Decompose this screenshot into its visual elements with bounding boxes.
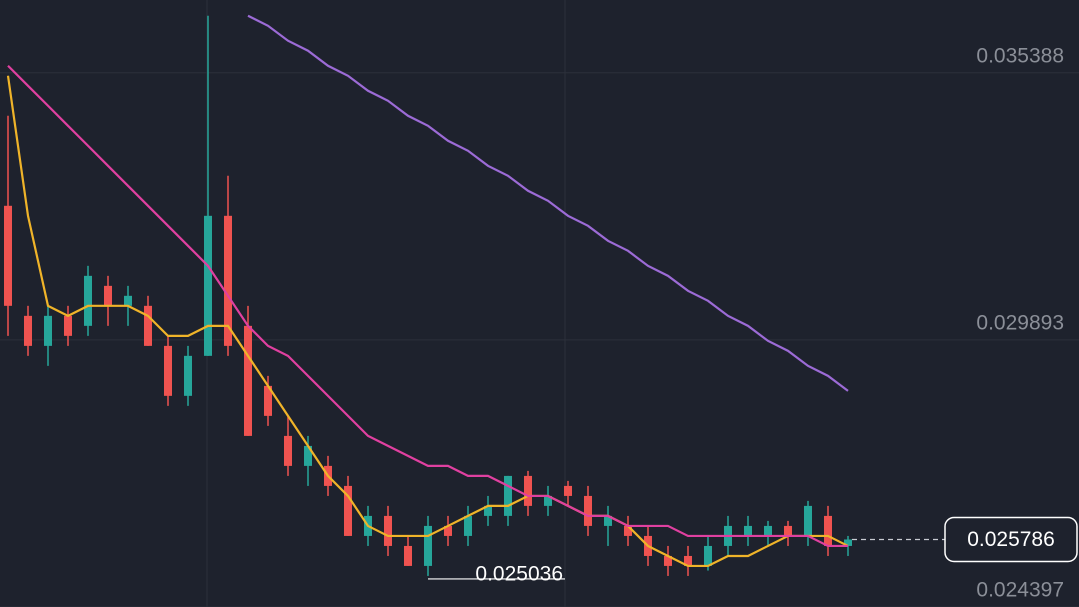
candle-body xyxy=(404,545,412,566)
candle-body xyxy=(804,505,812,536)
candle-body xyxy=(504,475,512,516)
moving-average-line xyxy=(7,64,848,548)
candle-body xyxy=(744,525,752,536)
candle-body xyxy=(844,539,852,546)
candle-body xyxy=(664,555,672,566)
candle-body xyxy=(124,295,132,306)
candle-body xyxy=(604,515,612,526)
candle-body xyxy=(304,445,312,466)
y-tick-label: 0.035388 xyxy=(976,44,1064,67)
moving-average-line xyxy=(6,75,849,568)
candle-body xyxy=(284,435,292,466)
candle-body xyxy=(524,475,532,506)
low-price-label: 0.025036 xyxy=(475,562,563,585)
current-price-label: 0.025786 xyxy=(967,528,1055,551)
candle-body xyxy=(384,515,392,546)
candle-body xyxy=(564,485,572,496)
candle-body xyxy=(824,515,832,546)
candle-body xyxy=(484,505,492,516)
candle-body xyxy=(624,525,632,536)
moving-average-line xyxy=(247,14,849,392)
candle-body xyxy=(204,215,212,356)
candle-body xyxy=(584,495,592,526)
candle-body xyxy=(684,555,692,566)
candle-body xyxy=(164,345,172,396)
candle-body xyxy=(84,275,92,326)
candle-body xyxy=(144,305,152,346)
candle-body xyxy=(424,525,432,566)
candle-body xyxy=(4,205,12,306)
y-tick-label: 0.029893 xyxy=(976,311,1064,334)
candle-body xyxy=(464,515,472,536)
candle-body xyxy=(764,525,772,536)
candle-body xyxy=(544,495,552,506)
candle-body xyxy=(264,385,272,416)
candle-body xyxy=(64,315,72,336)
candle-body xyxy=(444,525,452,536)
candle-body xyxy=(24,315,32,346)
candle-body xyxy=(224,215,232,346)
candle-body xyxy=(104,285,112,306)
y-tick-label: 0.024397 xyxy=(976,579,1064,602)
candle-body xyxy=(784,525,792,536)
candle-body xyxy=(344,485,352,536)
candle-body xyxy=(184,355,192,396)
candle-body xyxy=(44,315,52,346)
current-price-box xyxy=(944,516,1078,563)
candle-body xyxy=(244,325,252,436)
candle-body xyxy=(704,545,712,566)
